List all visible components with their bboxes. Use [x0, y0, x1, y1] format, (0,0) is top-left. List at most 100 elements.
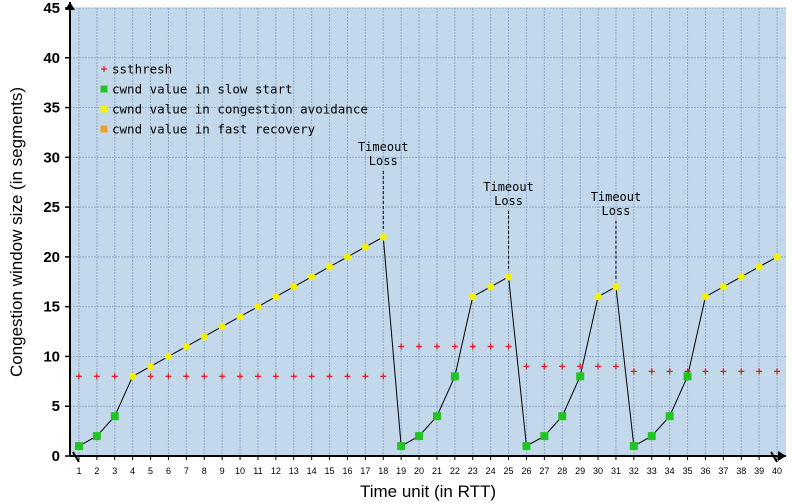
congestion-avoidance-point — [773, 253, 781, 261]
x-tick-label: 30 — [593, 466, 603, 476]
legend-marker — [100, 105, 108, 113]
legend-entry: cwnd value in slow start — [112, 82, 293, 97]
ssthresh-point — [541, 363, 548, 370]
annotation-loss-label: Loss — [369, 154, 398, 168]
x-tick-label: 23 — [468, 466, 478, 476]
ssthresh-point — [756, 368, 763, 375]
x-tick-label: 10 — [235, 466, 245, 476]
legend-marker — [100, 85, 108, 93]
ssthresh-point — [165, 373, 172, 380]
x-tick-label: 17 — [360, 466, 370, 476]
x-axis-arrow — [778, 451, 786, 461]
x-tick-label: 36 — [700, 466, 710, 476]
slow-start-point — [665, 412, 674, 421]
congestion-avoidance-point — [218, 322, 226, 331]
x-tick-label: 26 — [521, 466, 531, 476]
axes — [65, 2, 786, 463]
slow-start-point — [683, 372, 692, 381]
congestion-avoidance-point — [254, 303, 262, 311]
cwnd-line — [78, 236, 778, 447]
y-tick-label: 30 — [43, 149, 60, 166]
x-tick-label: 3 — [112, 466, 117, 476]
x-tick-label: 16 — [342, 466, 352, 476]
x-axis-title: Time unit (in RTT) — [360, 482, 496, 501]
annotation-timeout-label: Timeout — [483, 180, 534, 194]
x-axis-end-mark — [770, 451, 778, 463]
x-tick-label: 33 — [647, 466, 657, 476]
x-tick-label: 1 — [76, 466, 81, 476]
x-tick-label: 37 — [718, 466, 728, 476]
congestion-avoidance-point — [504, 273, 513, 281]
congestion-avoidance-point — [290, 283, 298, 291]
plot-background — [70, 8, 786, 456]
x-tick-label: 40 — [772, 466, 782, 476]
ssthresh-point — [738, 368, 745, 375]
slow-start-point — [432, 412, 441, 421]
ssthresh-point — [666, 368, 673, 375]
x-tick-label: 39 — [754, 466, 764, 476]
x-tick-label: 2 — [94, 466, 99, 476]
ssthresh-point — [469, 343, 476, 350]
ssthresh-point — [416, 343, 423, 350]
y-axis-title: Congestion window size (in segments) — [7, 87, 26, 377]
ssthresh-point — [237, 373, 244, 380]
x-tick-label: 18 — [378, 466, 388, 476]
x-tick-label: 11 — [253, 466, 262, 476]
ssthresh-point — [595, 363, 602, 370]
congestion-avoidance-point — [236, 313, 244, 321]
legend-entry: ssthresh — [112, 62, 172, 77]
congestion-avoidance-point — [487, 283, 495, 291]
x-tick-label: 6 — [166, 466, 171, 476]
x-tick-label: 22 — [450, 466, 460, 476]
congestion-avoidance-point — [272, 293, 280, 301]
ssthresh-point — [147, 373, 154, 380]
y-tick-label: 45 — [43, 0, 60, 17]
y-tick-label: 20 — [43, 249, 60, 266]
legend-entry: cwnd value in congestion avoidance — [112, 102, 368, 117]
ssthresh-point — [201, 373, 208, 380]
x-tick-label: 35 — [683, 466, 693, 476]
ssthresh-point — [577, 363, 584, 370]
y-tick-label: 10 — [43, 348, 60, 365]
congestion-avoidance-point — [469, 293, 477, 301]
congestion-avoidance-point — [361, 243, 369, 251]
slow-start-point — [397, 442, 406, 451]
slow-start-point — [540, 432, 549, 441]
y-tick-label: 40 — [43, 50, 60, 67]
x-tick-label: 32 — [629, 466, 639, 476]
x-tick-label: 9 — [220, 466, 225, 476]
y-tick-label: 5 — [52, 398, 60, 415]
slow-start-point — [522, 442, 531, 451]
ssthresh-point — [720, 368, 727, 375]
x-tick-label: 14 — [307, 466, 317, 476]
x-tick-label: 15 — [325, 466, 335, 476]
x-tick-label: 25 — [504, 466, 514, 476]
y-tick-label: 25 — [43, 199, 60, 216]
ssthresh-point — [183, 373, 190, 380]
congestion-avoidance-point — [755, 263, 763, 271]
y-tick-label: 35 — [43, 100, 60, 117]
x-tick-label: 31 — [611, 466, 621, 476]
x-tick-label: 4 — [130, 466, 135, 476]
ssthresh-point — [648, 368, 655, 375]
slow-start-point — [647, 432, 656, 441]
ssthresh-point — [254, 373, 261, 380]
x-tick-label: 34 — [665, 466, 675, 476]
x-tick-label: 21 — [432, 466, 442, 476]
x-tick-label: 5 — [148, 466, 153, 476]
congestion-avoidance-point — [146, 362, 155, 370]
congestion-avoidance-point — [701, 293, 710, 301]
slow-start-point — [450, 372, 459, 381]
x-tick-label: 20 — [414, 466, 424, 476]
slow-start-point — [558, 412, 567, 421]
ssthresh-point — [380, 373, 387, 380]
annotation-loss-label: Loss — [601, 204, 630, 218]
x-tick-label: 7 — [184, 466, 189, 476]
ssthresh-point — [433, 343, 440, 350]
ssthresh-point — [702, 368, 709, 375]
congestion-avoidance-point — [164, 352, 173, 361]
congestion-avoidance-point — [308, 273, 316, 281]
legend-marker — [100, 125, 108, 133]
